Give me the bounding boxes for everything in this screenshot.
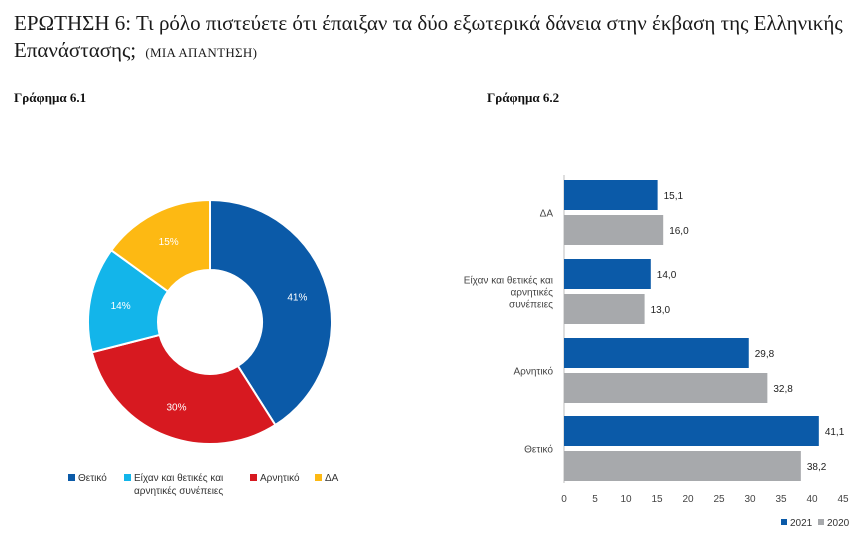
chart1-title: Γράφημα 6.1 xyxy=(14,90,87,105)
pie-legend-label-1-0: Είχαν και θετικές και xyxy=(134,472,223,484)
bar-2020-3 xyxy=(564,451,801,481)
pie-slice-1 xyxy=(90,333,277,445)
bar-x-tick-1: 5 xyxy=(592,494,598,505)
bar-x-tick-2: 10 xyxy=(620,494,632,505)
chart2-title: Γράφημα 6.2 xyxy=(487,90,560,105)
pie-legend-label-0: Θετικό xyxy=(78,472,107,484)
pie-slice-label-3: 15% xyxy=(159,237,179,248)
bar-legend-label-2020: 2020 xyxy=(827,518,850,529)
bar-2021-1 xyxy=(564,259,651,289)
question-note: (ΜΙΑ ΑΠΑΝΤΗΣΗ) xyxy=(145,45,258,60)
pie-legend-swatch-3 xyxy=(315,474,322,481)
bar-x-tick-7: 35 xyxy=(775,494,787,505)
bar-category-label-0: ΔΑ xyxy=(540,209,554,220)
bar-2021-0 xyxy=(564,180,658,210)
bar-2021-3 xyxy=(564,416,819,446)
bar-2020-0 xyxy=(564,215,664,245)
bar-x-tick-8: 40 xyxy=(806,494,818,505)
bar-x-tick-9: 45 xyxy=(837,494,849,505)
bar-x-tick-6: 30 xyxy=(744,494,756,505)
bar-label-2020-1: 13,0 xyxy=(651,305,671,316)
bar-x-tick-4: 20 xyxy=(682,494,694,505)
bar-label-2020-2: 32,8 xyxy=(773,384,793,395)
bar-category-label-1-1: αρνητικές xyxy=(511,287,554,299)
bar-x-tick-0: 0 xyxy=(561,494,567,505)
bar-category-label-3: Θετικό xyxy=(524,444,553,456)
pie-slice-label-1: 30% xyxy=(166,403,186,414)
bar-x-tick-3: 15 xyxy=(651,494,663,505)
pie-slice-3 xyxy=(109,198,211,293)
bar-2020-1 xyxy=(564,294,645,324)
bar-label-2021-3: 41,1 xyxy=(825,427,845,438)
pie-slice-label-2: 14% xyxy=(111,301,131,312)
bar-label-2020-3: 38,2 xyxy=(807,462,827,473)
bar-x-tick-5: 25 xyxy=(713,494,725,505)
pie-legend-label-3: ΔΑ xyxy=(325,473,339,484)
pie-slice-label-0: 41% xyxy=(287,293,307,304)
bar-category-label-1-0: Είχαν και θετικές και xyxy=(464,275,553,287)
bar-label-2021-1: 14,0 xyxy=(657,270,677,281)
bar-label-2021-0: 15,1 xyxy=(664,191,684,202)
question-text: ΕΡΩΤΗΣΗ 6: Τι ρόλο πιστεύετε ότι έπαιξαν… xyxy=(14,11,843,62)
bar-legend-label-2021: 2021 xyxy=(790,518,813,529)
bar-2021-2 xyxy=(564,338,749,368)
bar-label-2020-0: 16,0 xyxy=(669,226,689,237)
question-title: ΕΡΩΤΗΣΗ 6: Τι ρόλο πιστεύετε ότι έπαιξαν… xyxy=(14,10,859,66)
bar-category-label-1-2: συνέπειες xyxy=(509,299,553,311)
bar-legend-swatch-2020 xyxy=(818,519,824,525)
bar-category-label-2: Αρνητικό xyxy=(513,366,553,378)
pie-legend-swatch-0 xyxy=(68,474,75,481)
pie-legend-label-2: Αρνητικό xyxy=(260,472,300,484)
bar-legend-swatch-2021 xyxy=(781,519,787,525)
bar-2020-2 xyxy=(564,373,768,403)
pie-legend-swatch-2 xyxy=(250,474,257,481)
pie-legend-swatch-1 xyxy=(124,474,131,481)
pie-legend-label-1-1: αρνητικές συνέπειες xyxy=(134,485,223,497)
bar-label-2021-2: 29,8 xyxy=(755,349,775,360)
